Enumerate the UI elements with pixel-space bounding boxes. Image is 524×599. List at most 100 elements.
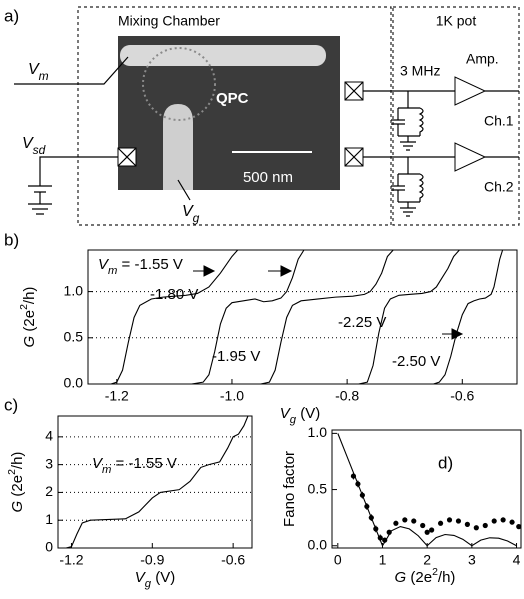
text-part: Fano factor xyxy=(281,451,298,527)
vsd-label: Vsd xyxy=(22,135,46,157)
y-tick-label: 1.0 xyxy=(308,424,328,440)
text-part: /h) xyxy=(438,569,456,586)
freq-label: 3 MHz xyxy=(400,63,440,79)
curve-label: -1.95 V xyxy=(212,348,260,365)
y-axis-label: G (2e2/h) xyxy=(18,287,38,348)
text-part: (V) xyxy=(296,405,320,422)
x-axis-label: Vg (V) xyxy=(280,405,320,426)
data-point xyxy=(351,473,356,478)
vm-label: Vm xyxy=(28,61,49,83)
data-point xyxy=(360,493,365,498)
text-part: (2e xyxy=(406,569,432,586)
y-tick-label: 0.0 xyxy=(308,536,328,552)
chart: 0.00.51.0-1.2-1.0-0.8-0.6b)Vg (V)G (2e2/… xyxy=(4,230,517,425)
text-part: sd xyxy=(33,143,46,157)
text-part: m xyxy=(108,265,117,277)
data-point xyxy=(387,530,392,535)
data-point xyxy=(483,523,488,528)
data-point xyxy=(516,524,521,529)
curve-label: Vm = -1.55 V xyxy=(98,256,183,277)
y-axis-label: G (2e2/h) xyxy=(6,452,26,513)
figure: a) Mixing Chamber 1K pot QPC 500 nm Vm V… xyxy=(0,0,524,599)
text-part: = -1.55 V xyxy=(117,256,182,273)
data-point xyxy=(420,523,425,528)
text-part: /h) xyxy=(21,287,38,305)
x-tick-label: -0.6 xyxy=(450,388,474,404)
y-tick-label: 4 xyxy=(45,428,53,444)
data-point xyxy=(501,517,506,522)
data-point xyxy=(492,518,497,523)
data-point xyxy=(429,527,434,532)
data-point xyxy=(411,518,416,523)
text-part: m xyxy=(102,464,111,476)
y-tick-label: 2 xyxy=(45,483,53,499)
vg-label: Vg xyxy=(182,203,200,225)
text-part: G xyxy=(395,569,407,586)
panel-label: c) xyxy=(4,395,18,414)
y-tick-label: 1.0 xyxy=(64,282,84,298)
data-point xyxy=(509,520,514,525)
x-tick-label: -1.2 xyxy=(59,552,83,568)
y-tick-label: 0 xyxy=(45,539,53,555)
x-tick-label: -0.9 xyxy=(140,552,164,568)
panel-label: d) xyxy=(438,453,453,472)
data-point xyxy=(364,504,369,509)
y-tick-label: 3 xyxy=(45,455,53,471)
data-point xyxy=(373,526,378,531)
plot-frame xyxy=(58,416,252,548)
text-part: /h) xyxy=(9,452,26,470)
amp-label: Amp. xyxy=(466,51,499,67)
data-point xyxy=(378,535,383,540)
data-point xyxy=(474,525,479,530)
data-point xyxy=(425,530,430,535)
chamber-label: Mixing Chamber xyxy=(118,13,220,29)
battery-ground xyxy=(28,186,52,214)
text-part: (2e xyxy=(9,475,26,501)
qpc-label: QPC xyxy=(216,90,249,107)
data-point xyxy=(447,517,452,522)
text-part: -1.80 V xyxy=(150,286,198,303)
curve-label: -2.50 V xyxy=(392,353,440,370)
y-tick-label: 1 xyxy=(45,511,53,527)
x-tick-label: 0 xyxy=(334,552,342,568)
ch2-label: Ch.2 xyxy=(484,179,514,195)
x-tick-label: 2 xyxy=(423,552,431,568)
text-part: G xyxy=(21,335,38,347)
panel-a: a) Mixing Chamber 1K pot QPC 500 nm Vm V… xyxy=(4,6,519,225)
text-part: -2.50 V xyxy=(392,353,440,370)
y-axis-label: Fano factor xyxy=(281,451,298,527)
y-tick-label: 0.0 xyxy=(64,375,84,391)
curve xyxy=(434,250,503,384)
lc-filter xyxy=(363,157,455,216)
x-tick-label: 3 xyxy=(468,552,476,568)
scale-label: 500 nm xyxy=(243,169,293,186)
x-tick-label: -1.2 xyxy=(105,388,129,404)
vsd-wire xyxy=(40,157,118,186)
data-point xyxy=(456,518,461,523)
y-tick-label: 0.5 xyxy=(308,480,328,496)
ch1-label: Ch.1 xyxy=(484,113,514,129)
curve-label: -1.80 V xyxy=(150,286,198,303)
arrow xyxy=(268,266,291,276)
x-tick-label: 1 xyxy=(379,552,387,568)
data-point xyxy=(402,517,407,522)
panel-label: a) xyxy=(4,6,19,25)
amplifier xyxy=(455,143,485,171)
text-part: m xyxy=(39,69,49,83)
data-point xyxy=(438,521,443,526)
data-point xyxy=(369,515,374,520)
x-tick-label: -0.8 xyxy=(335,388,359,404)
x-axis-label: Vg (V) xyxy=(135,569,175,590)
curve xyxy=(66,416,248,548)
text-part: -2.25 V xyxy=(338,314,386,331)
text-part: = -1.55 V xyxy=(111,455,176,472)
data-point xyxy=(465,522,470,527)
x-tick-label: -1.0 xyxy=(220,388,244,404)
text-part: -1.95 V xyxy=(212,348,260,365)
x-axis-label: G (2e2/h) xyxy=(395,566,456,586)
curve-label: Vm = -1.55 V xyxy=(92,455,177,476)
gate-g xyxy=(163,104,193,190)
x-tick-label: -0.6 xyxy=(221,552,245,568)
y-tick-label: 0.5 xyxy=(64,328,84,344)
